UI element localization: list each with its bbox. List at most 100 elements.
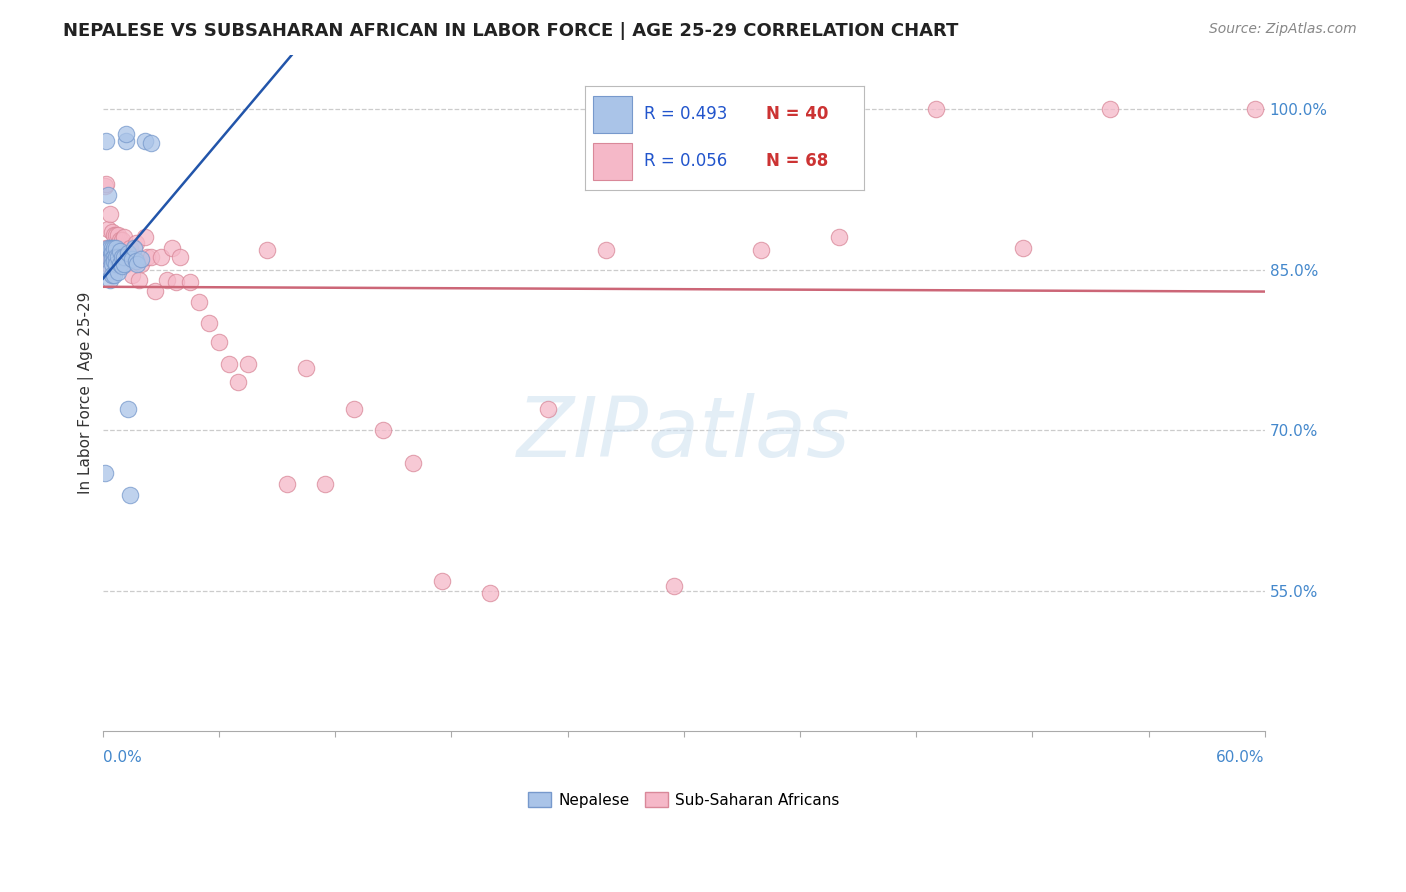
Point: [401, 456, 423, 470]
Point: [749, 244, 772, 258]
Point: [108, 233, 131, 247]
Point: [314, 477, 336, 491]
Point: [112, 250, 135, 264]
Point: [127, 257, 149, 271]
Point: [103, 250, 125, 264]
Point: [139, 250, 162, 264]
Point: [98, 241, 121, 255]
Point: [97, 257, 120, 271]
Point: [121, 250, 143, 264]
Point: [115, 128, 138, 142]
Point: [924, 102, 946, 116]
Point: [662, 579, 685, 593]
Text: 0.0%: 0.0%: [103, 750, 142, 765]
Point: [108, 257, 131, 271]
Point: [111, 254, 134, 268]
Point: [97, 187, 120, 202]
Point: [256, 244, 278, 258]
Point: [595, 244, 617, 258]
Point: [107, 257, 129, 271]
Point: [155, 273, 177, 287]
Point: [117, 401, 139, 416]
Point: [101, 246, 124, 260]
Point: [101, 268, 124, 282]
Point: [179, 276, 201, 290]
Point: [226, 375, 249, 389]
Point: [112, 254, 135, 268]
Point: [117, 246, 139, 260]
Point: [105, 228, 128, 243]
Point: [121, 252, 143, 266]
Point: [373, 424, 395, 438]
Point: [128, 273, 150, 287]
Point: [93, 467, 115, 481]
Point: [131, 252, 153, 266]
Point: [208, 335, 231, 350]
Point: [115, 246, 138, 260]
Point: [537, 401, 560, 416]
Point: [276, 477, 298, 491]
Point: [103, 228, 125, 243]
Point: [134, 230, 156, 244]
Point: [103, 268, 125, 282]
Point: [105, 241, 128, 255]
Point: [117, 252, 139, 266]
Point: [98, 273, 121, 287]
Y-axis label: In Labor Force | Age 25-29: In Labor Force | Age 25-29: [79, 292, 94, 494]
Point: [136, 250, 159, 264]
Point: [103, 254, 125, 268]
Point: [98, 250, 121, 264]
Point: [96, 241, 118, 255]
Point: [112, 230, 135, 244]
Text: NEPALESE VS SUBSAHARAN AFRICAN IN LABOR FORCE | AGE 25-29 CORRELATION CHART: NEPALESE VS SUBSAHARAN AFRICAN IN LABOR …: [63, 22, 959, 40]
Point: [236, 357, 259, 371]
Point: [103, 241, 125, 255]
Point: [105, 250, 128, 264]
Point: [134, 134, 156, 148]
Point: [107, 228, 129, 243]
Point: [131, 257, 153, 271]
Point: [111, 250, 134, 264]
Point: [188, 294, 211, 309]
Point: [97, 241, 120, 255]
Point: [115, 134, 138, 148]
Point: [139, 136, 162, 150]
Point: [111, 233, 134, 247]
Point: [103, 254, 125, 268]
Point: [479, 586, 502, 600]
Point: [98, 262, 121, 277]
Point: [430, 574, 453, 588]
Point: [122, 241, 145, 255]
Point: [149, 250, 172, 264]
Legend: Nepalese, Sub-Saharan Africans: Nepalese, Sub-Saharan Africans: [522, 786, 846, 814]
Point: [218, 357, 240, 371]
Point: [295, 361, 318, 376]
Point: [118, 241, 141, 255]
Point: [108, 244, 131, 259]
Point: [112, 257, 135, 271]
Point: [124, 235, 146, 250]
Point: [127, 254, 149, 268]
Point: [1011, 241, 1033, 255]
Point: [107, 244, 129, 258]
Point: [343, 401, 366, 416]
Text: Source: ZipAtlas.com: Source: ZipAtlas.com: [1209, 22, 1357, 37]
Point: [198, 316, 221, 330]
Point: [165, 276, 187, 290]
Point: [101, 241, 124, 255]
Point: [124, 254, 146, 268]
Point: [105, 257, 128, 271]
Point: [1244, 102, 1267, 116]
Point: [107, 250, 129, 264]
Point: [108, 257, 131, 271]
Point: [101, 250, 124, 264]
Point: [105, 254, 128, 268]
Point: [98, 252, 121, 266]
Point: [121, 268, 143, 282]
Point: [93, 178, 115, 193]
Point: [162, 241, 184, 255]
Point: [111, 260, 134, 274]
Point: [96, 177, 118, 191]
Point: [107, 265, 129, 279]
Point: [1098, 102, 1121, 116]
